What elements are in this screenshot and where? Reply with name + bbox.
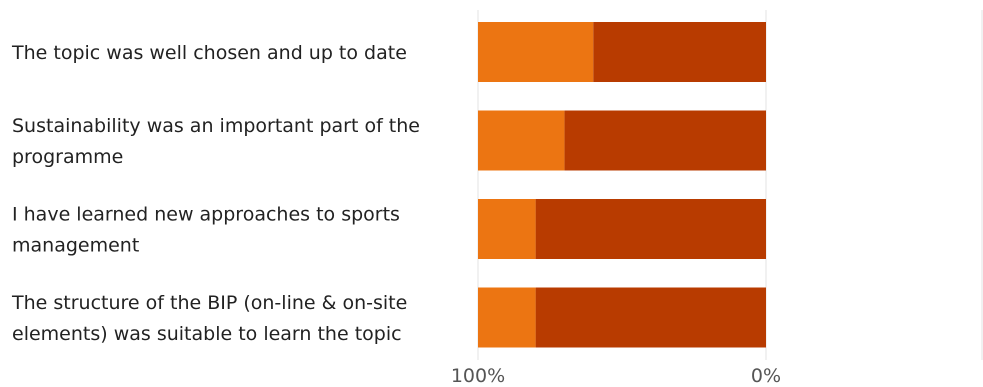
bar-segment-1 <box>564 110 766 171</box>
bar-segment-2 <box>478 287 536 348</box>
question-label: elements) was suitable to learn the topi… <box>12 323 402 345</box>
question-label: Sustainability was an important part of … <box>12 115 420 137</box>
bar-segment-1 <box>535 287 766 348</box>
question-label: The topic was well chosen and up to date <box>11 42 407 64</box>
question-labels: The topic was well chosen and up to date… <box>11 42 420 345</box>
question-label: I have learned new approaches to sports <box>12 204 400 226</box>
bar-segment-2 <box>478 22 594 82</box>
bar-segment-2 <box>478 199 536 259</box>
x-tick-label: 100% <box>451 365 505 387</box>
question-label: programme <box>12 146 123 168</box>
x-axis-ticks: 100% 0% <box>451 365 781 387</box>
question-label: management <box>12 235 139 257</box>
x-tick-label: 0% <box>751 365 781 387</box>
bar-segment-1 <box>593 22 766 82</box>
bar-segment-1 <box>535 199 766 259</box>
question-label: The structure of the BIP (on-line & on-s… <box>11 292 407 314</box>
bar-segment-2 <box>478 110 565 171</box>
bars <box>478 22 766 348</box>
